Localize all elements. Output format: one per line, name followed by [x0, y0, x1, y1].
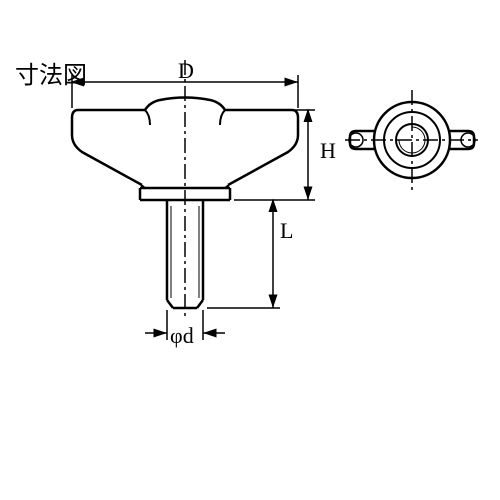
top-view — [345, 90, 478, 190]
dimension-h — [230, 110, 315, 200]
technical-drawing — [0, 0, 500, 500]
dimension-l — [207, 200, 280, 308]
front-view — [72, 60, 298, 320]
